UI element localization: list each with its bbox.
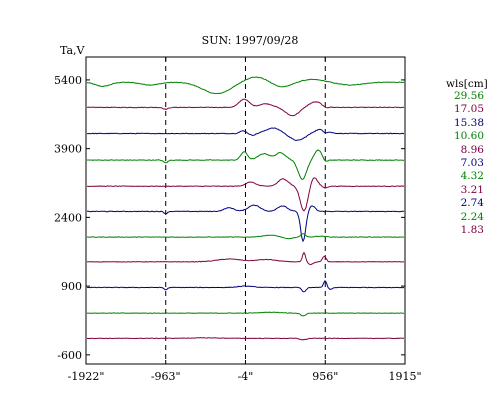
x-tick-label: 956" [312, 370, 338, 383]
legend: wls[cm] 29.56 17.05 15.38 10.60 8.96 7.03 4.32… [436, 78, 488, 237]
series-line-2-74 [86, 280, 405, 293]
y-tick-label: 5400 [54, 74, 82, 87]
y-tick-label: 3900 [54, 143, 82, 156]
x-tick-label: -963" [151, 370, 181, 383]
series-line-17-05 [86, 98, 405, 117]
series-line-4-32 [86, 233, 405, 240]
y-tick-label: -600 [57, 349, 82, 362]
legend-item: 1.83 [460, 223, 484, 236]
legend-item: 29.56 [453, 90, 484, 102]
legend-item: 8.96 [460, 143, 484, 156]
series-line-2-24 [86, 311, 404, 317]
series-line-10-60 [86, 149, 405, 180]
y-axis-label: Ta,V [60, 44, 85, 57]
x-tick-label: 1915" [388, 370, 421, 383]
y-tick-label: 900 [61, 280, 82, 293]
legend-item: 3.21 [460, 183, 484, 196]
series-line-8-96 [86, 177, 405, 212]
series-line-3-21 [86, 251, 404, 266]
legend-item: 17.05 [453, 103, 484, 116]
legend-item: 2.74 [460, 197, 484, 210]
legend-item: 15.38 [453, 116, 484, 129]
legend-item: 2.24 [460, 210, 484, 223]
series-line-7-03 [86, 204, 405, 243]
legend-item: 7.03 [460, 156, 484, 169]
legend-title: wls[cm] [446, 78, 488, 90]
series-line-1-83 [86, 337, 404, 341]
x-tick-label: -4" [238, 370, 254, 383]
series-line-15-38 [86, 127, 405, 142]
chart-title: SUN: 1997/09/28 [201, 34, 299, 47]
legend-item: 10.60 [453, 130, 484, 143]
series-line-29-56 [86, 76, 405, 95]
x-tick-label: -1922" [68, 370, 105, 383]
y-tick-label: 2400 [54, 211, 82, 224]
legend-item: 4.32 [460, 170, 484, 183]
